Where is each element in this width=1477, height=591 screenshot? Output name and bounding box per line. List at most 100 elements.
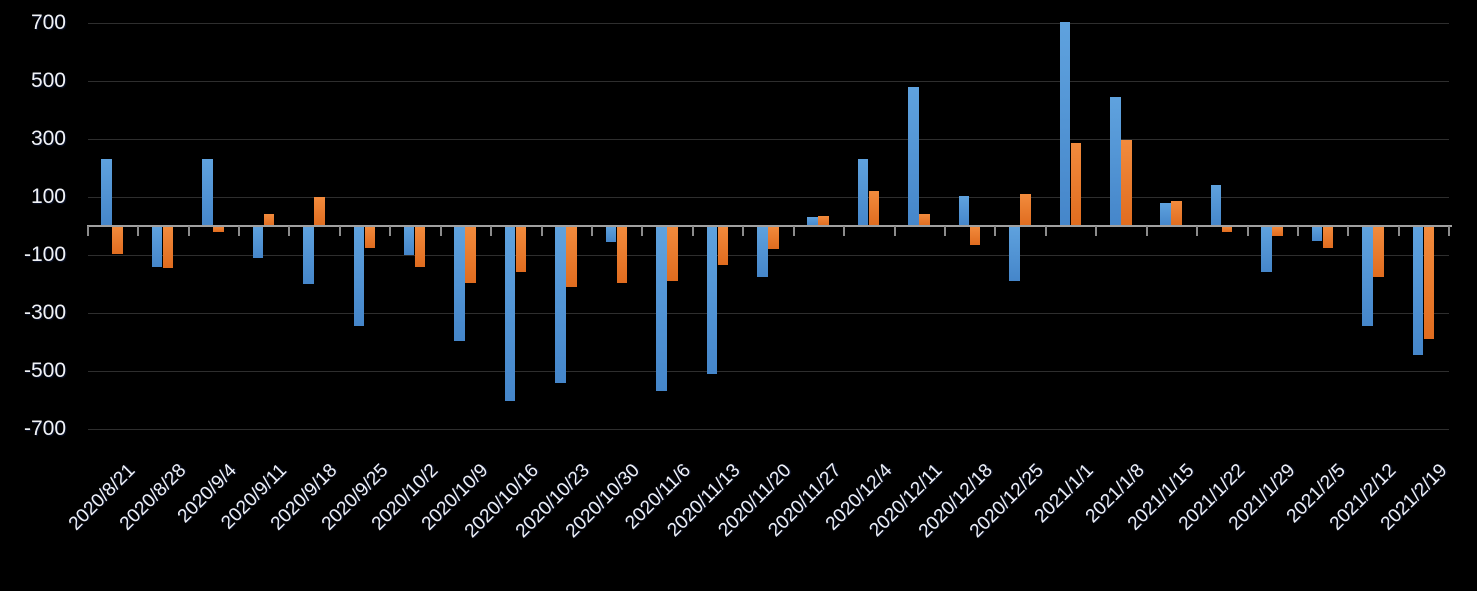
axis-tick-mark <box>691 226 694 236</box>
bar-series-orange-2020/11/6[interactable] <box>667 226 678 282</box>
bar-series-orange-2020/9/25[interactable] <box>364 226 376 248</box>
bar-series-orange-2020/9/11[interactable] <box>263 214 275 226</box>
y-axis-tick-label: 300 <box>30 127 66 150</box>
gridline <box>87 138 1450 140</box>
y-axis-tick-label: 100 <box>30 185 66 208</box>
axis-tick-mark <box>742 226 745 236</box>
y-axis-tick-label: -100 <box>23 243 66 266</box>
axis-tick-mark <box>843 226 846 236</box>
bar-series-orange-2020/12/18[interactable] <box>969 226 981 245</box>
axis-tick-mark <box>338 226 341 236</box>
bar-series-blue-2020/12/11[interactable] <box>908 86 919 226</box>
axis-tick-mark <box>1347 226 1350 236</box>
gridline <box>87 370 1450 372</box>
bar-series-blue-2021/2/12[interactable] <box>1362 226 1373 327</box>
bar-series-blue-2020/10/30[interactable] <box>605 226 617 242</box>
axis-tick-mark <box>893 226 896 236</box>
bar-series-orange-2021/1/29[interactable] <box>1272 226 1283 237</box>
bar-series-blue-2020/9/25[interactable] <box>353 226 365 327</box>
axis-tick-mark <box>944 226 946 236</box>
axis-tick-mark <box>994 226 997 236</box>
bar-series-blue-2020/10/9[interactable] <box>454 226 465 341</box>
bar-series-blue-2020/10/2[interactable] <box>403 226 415 255</box>
axis-tick-mark <box>389 226 392 236</box>
bar-series-orange-2020/10/30[interactable] <box>616 226 628 283</box>
axis-tick-mark <box>540 226 543 236</box>
bar-series-orange-2020/10/2[interactable] <box>414 226 426 267</box>
bar-series-blue-2021/2/5[interactable] <box>1311 226 1323 241</box>
bar-series-orange-2020/12/11[interactable] <box>919 214 930 226</box>
axis-tick-mark <box>490 226 493 236</box>
bar-series-blue-2021/1/15[interactable] <box>1160 202 1171 226</box>
bar-series-blue-2021/2/19[interactable] <box>1412 226 1424 356</box>
gridline <box>87 312 1450 314</box>
bar-series-blue-2021/1/22[interactable] <box>1210 185 1222 226</box>
bar-series-blue-2020/10/16[interactable] <box>504 226 516 402</box>
bar-series-blue-2020/11/27[interactable] <box>807 217 818 226</box>
zero-axis-line <box>86 225 1453 227</box>
axis-tick-mark <box>792 226 795 236</box>
bar-series-orange-2020/10/9[interactable] <box>465 226 476 283</box>
axis-tick-mark <box>1196 226 1199 236</box>
bar-series-orange-2020/8/21[interactable] <box>112 226 123 254</box>
axis-tick-mark <box>590 226 593 236</box>
gridline <box>87 254 1450 256</box>
y-axis-tick-label: -700 <box>23 417 66 440</box>
bar-series-orange-2020/11/13[interactable] <box>717 226 729 266</box>
bar-series-orange-2020/12/25[interactable] <box>1020 194 1031 226</box>
bar-series-blue-2020/10/23[interactable] <box>555 226 566 383</box>
axis-tick-mark <box>1448 226 1451 236</box>
axis-tick-mark <box>1145 226 1148 236</box>
axis-tick-mark <box>1095 226 1098 236</box>
gridline <box>87 22 1450 24</box>
y-axis-tick-label: 500 <box>30 69 66 92</box>
axis-tick-mark <box>288 226 291 236</box>
axis-tick-mark <box>1246 226 1249 236</box>
bar-series-blue-2020/8/21[interactable] <box>101 159 112 226</box>
bar-series-blue-2021/1/29[interactable] <box>1261 226 1272 273</box>
bar-series-orange-2020/9/18[interactable] <box>314 197 325 226</box>
bar-series-orange-2021/1/8[interactable] <box>1121 140 1132 226</box>
bar-series-orange-2021/2/5[interactable] <box>1322 226 1334 248</box>
bar-series-blue-2020/12/18[interactable] <box>958 195 970 226</box>
bar-series-orange-2020/12/4[interactable] <box>868 191 880 226</box>
y-axis-tick-label: -300 <box>23 301 66 324</box>
bar-series-orange-2021/1/15[interactable] <box>1171 201 1182 226</box>
axis-tick-mark <box>187 226 190 236</box>
bar-series-blue-2020/11/6[interactable] <box>656 226 667 392</box>
y-axis-tick-label: 700 <box>30 11 66 34</box>
bar-series-blue-2020/12/25[interactable] <box>1009 226 1020 282</box>
axis-tick-mark <box>1297 226 1299 236</box>
bar-series-orange-2020/9/4[interactable] <box>213 226 224 232</box>
bar-series-orange-2020/11/27[interactable] <box>818 215 829 226</box>
bar-series-blue-2020/9/4[interactable] <box>202 159 213 226</box>
bar-series-orange-2020/8/28[interactable] <box>162 226 174 269</box>
bar-series-blue-2020/8/28[interactable] <box>151 226 163 267</box>
y-axis-tick-label: -500 <box>23 359 66 382</box>
axis-tick-mark <box>86 226 89 236</box>
bar-series-blue-2020/9/18[interactable] <box>303 226 314 284</box>
axis-tick-mark <box>1397 226 1400 236</box>
bar-series-blue-2021/1/8[interactable] <box>1110 96 1121 226</box>
bar-series-orange-2021/2/12[interactable] <box>1373 226 1384 277</box>
axis-tick-mark <box>137 226 140 236</box>
axis-tick-mark <box>439 226 442 236</box>
bar-series-orange-2021/1/1[interactable] <box>1070 143 1082 226</box>
axis-tick-mark <box>1044 226 1047 236</box>
bar-series-blue-2020/12/4[interactable] <box>857 159 869 226</box>
bar-series-blue-2020/11/13[interactable] <box>706 226 718 374</box>
axis-tick-mark <box>237 226 240 236</box>
gridline <box>87 196 1450 198</box>
bar-series-orange-2021/2/19[interactable] <box>1423 226 1435 340</box>
bar-series-blue-2021/1/1[interactable] <box>1059 21 1071 226</box>
bar-series-blue-2020/9/11[interactable] <box>252 226 264 258</box>
bar-series-orange-2020/10/23[interactable] <box>566 226 577 287</box>
bar-series-orange-2021/1/22[interactable] <box>1221 226 1233 232</box>
bar-series-orange-2020/10/16[interactable] <box>515 226 527 273</box>
gridline <box>87 428 1450 430</box>
bar-series-orange-2020/11/20[interactable] <box>768 226 779 250</box>
axis-tick-mark <box>641 226 644 236</box>
bar-series-blue-2020/11/20[interactable] <box>757 226 768 277</box>
gridline <box>87 80 1450 82</box>
